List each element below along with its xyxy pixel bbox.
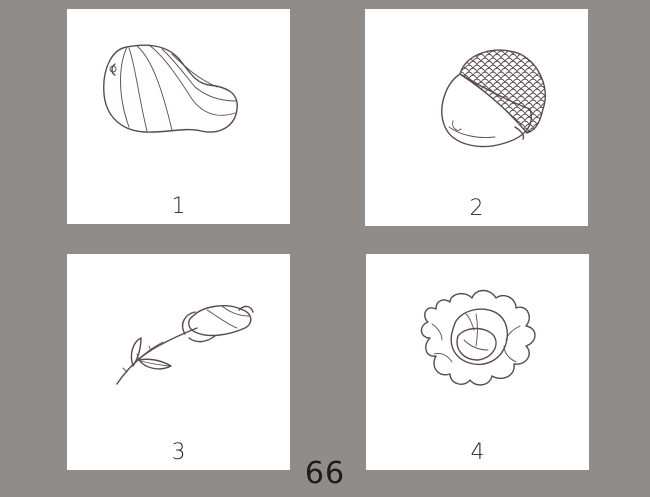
gourd-icon bbox=[103, 44, 238, 133]
card-4[interactable]: 4 bbox=[366, 254, 589, 470]
card-number: 2 bbox=[469, 196, 484, 221]
card-number: 4 bbox=[470, 440, 485, 465]
card-number: 1 bbox=[171, 194, 186, 219]
cabbage-icon bbox=[420, 289, 536, 386]
acorn-icon bbox=[441, 49, 546, 148]
card-number: 3 bbox=[171, 440, 186, 465]
card-3[interactable]: 3 bbox=[67, 254, 290, 470]
card-2[interactable]: 2 bbox=[365, 9, 588, 226]
page-number: 66 bbox=[304, 456, 346, 491]
card-1[interactable]: 1 bbox=[67, 9, 290, 224]
rosebud-icon bbox=[116, 305, 254, 385]
